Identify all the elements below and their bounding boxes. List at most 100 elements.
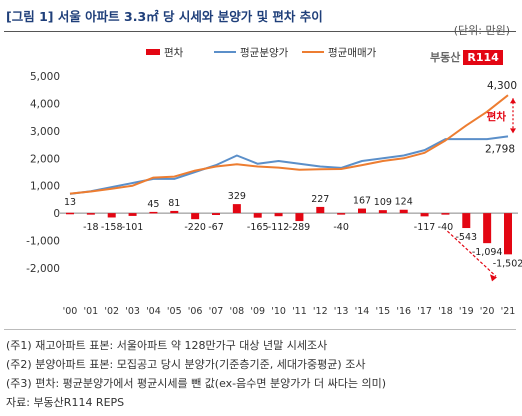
note-3: (주3) 편차: 평균분양가에서 평균시세를 뺀 값(ex-음수면 분양가가 더… <box>6 377 386 390</box>
deviation-bar <box>253 213 262 218</box>
deviation-bar <box>66 212 74 215</box>
chart: 편차 평균분양가 평균매매가 5,000 4,000 3,000 2,000 1,000 0 -1… <box>26 46 522 317</box>
bar-value-label: -543 <box>456 232 478 243</box>
x-tick-label: '17 <box>417 306 432 317</box>
bar-value-label: -289 <box>289 222 311 233</box>
bar-value-label: 81 <box>168 198 180 209</box>
deviation-bar <box>295 213 304 222</box>
x-tick-label: '09 <box>250 306 265 317</box>
bar-value-label: -40 <box>333 222 349 233</box>
note-source: 자료: 부동산R114 REPS <box>6 396 125 409</box>
y-tick-label: 1,000 <box>30 181 60 193</box>
x-tick-label: '12 <box>313 306 328 317</box>
notes: (주1) 재고아파트 표본: 서울아파트 약 128만가구 대상 년말 시세조사… <box>6 336 386 412</box>
x-tick-label: '06 <box>188 306 203 317</box>
x-tick-label: '19 <box>459 306 474 317</box>
deviation-bar <box>316 206 325 214</box>
deviation-bar <box>149 211 158 214</box>
note-2: (주2) 분양아파트 표본: 모집공고 당시 분양가(기준층기준, 세대가중평균… <box>6 358 366 371</box>
bar-value-label: 13 <box>64 197 76 208</box>
x-tick-label: '16 <box>396 306 411 317</box>
deviation-bar <box>483 213 492 244</box>
bar-value-label: -220 <box>184 222 206 233</box>
brand-text: 부동산 <box>430 51 461 64</box>
bar-value-label: -1,502 <box>493 258 522 269</box>
deviation-bar <box>358 208 366 214</box>
y-tick-label: 4,000 <box>30 98 60 110</box>
y-tick-label: -1,000 <box>26 236 60 248</box>
y-tick-label: 2,000 <box>30 153 60 165</box>
note-1: (주1) 재고아파트 표본: 서울아파트 약 128만가구 대상 년말 시세조사 <box>6 339 328 352</box>
x-tick-label: '15 <box>376 306 391 317</box>
x-tick-label: '21 <box>501 306 516 317</box>
brand-box: R114 <box>463 49 503 65</box>
bar-value-label: -112 <box>268 222 290 233</box>
bar-value-label: -158 <box>101 222 123 233</box>
trend-arrow <box>447 230 497 277</box>
deviation-bar <box>420 213 429 217</box>
x-tick-label: '13 <box>334 306 349 317</box>
deviation-bar <box>274 213 283 217</box>
bar-value-label: -18 <box>83 222 99 233</box>
gap-callout-label: 편차 <box>487 110 507 123</box>
y-tick-label: -2,000 <box>26 263 60 275</box>
bar-value-label: -165 <box>247 222 269 233</box>
bar-value-label: -40 <box>438 222 454 233</box>
x-tick-label: '00 <box>63 306 78 317</box>
deviation-bar <box>378 210 387 214</box>
x-tick-label: '20 <box>480 306 495 317</box>
x-tick-label: '08 <box>230 306 245 317</box>
legend-label-sale: 평균매매가 <box>328 47 377 59</box>
deviation-bar <box>86 213 95 215</box>
x-tick-label: '03 <box>125 306 140 317</box>
x-tick-label: '07 <box>209 306 224 317</box>
bar-value-label: 124 <box>395 197 413 208</box>
deviation-bar <box>212 213 220 215</box>
deviation-bar <box>128 213 137 216</box>
bar-value-label: -117 <box>414 222 436 233</box>
sale-price-line <box>69 94 509 195</box>
bar-value-label: -1,094 <box>472 247 503 258</box>
notes-divider <box>4 329 516 330</box>
y-tick-label: 5,000 <box>30 71 60 83</box>
gap-arrow-head-bottom <box>510 128 516 134</box>
bar-value-label: 109 <box>374 197 392 208</box>
figure-title: [그림 1] 서울 아파트 3.3㎡ 당 시세와 분양가 및 편차 추이 <box>6 9 323 24</box>
deviation-bar <box>337 213 346 215</box>
x-tick-label: '04 <box>146 306 161 317</box>
x-tick-label: '18 <box>438 306 453 317</box>
brand-logo: 부동산 R114 <box>430 47 503 67</box>
x-tick-label: '02 <box>104 306 119 317</box>
bar-value-label: 167 <box>353 196 371 207</box>
x-tick-label: '10 <box>271 306 286 317</box>
deviation-bar <box>170 210 179 214</box>
bar-value-label: -67 <box>208 222 224 233</box>
deviation-bar <box>107 213 116 218</box>
deviation-bar <box>399 209 408 214</box>
deviation-bar <box>232 204 241 214</box>
deviation-bar <box>504 213 512 255</box>
legend-label-presale: 평균분양가 <box>240 47 289 59</box>
deviation-bar <box>462 213 471 229</box>
x-tick-label: '14 <box>355 306 370 317</box>
deviation-bar <box>191 213 200 220</box>
x-tick-label: '01 <box>84 306 99 317</box>
bar-value-label: 45 <box>147 199 159 210</box>
y-tick-label: 3,000 <box>30 126 60 138</box>
bar-value-label: -101 <box>122 222 144 233</box>
sale-end-label: 4,300 <box>487 80 517 92</box>
x-tick-label: '11 <box>292 306 307 317</box>
deviation-bar <box>441 213 450 215</box>
trend-arrow-head <box>490 274 497 282</box>
title-divider <box>4 31 516 32</box>
bar-value-label: 329 <box>228 191 246 202</box>
legend-swatch-deviation <box>146 49 160 55</box>
unit-label: (단위: 만원) <box>453 24 510 37</box>
legend-label-deviation: 편차 <box>164 46 184 59</box>
gap-arrow-head-top <box>510 98 516 104</box>
bar-value-label: 227 <box>311 194 329 205</box>
presale-end-label: 2,798 <box>485 143 515 155</box>
y-tick-label: 0 <box>53 208 60 220</box>
x-tick-label: '05 <box>167 306 182 317</box>
